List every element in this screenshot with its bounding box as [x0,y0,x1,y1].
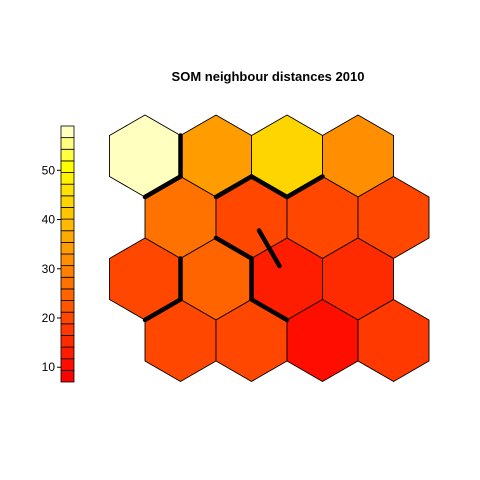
cluster-boundary-line [142,174,183,200]
cluster-boundary-line [249,174,290,200]
cluster-boundary-line [142,297,183,323]
chart-title: SOM neighbour distances 2010 [172,69,365,84]
legend-color-box [60,241,75,255]
legend-color-box [60,311,75,325]
legend-tick-label: 40 [42,213,56,227]
legend-tick-label: 50 [42,163,56,177]
cluster-boundary-line [284,174,325,200]
legend-color-box [60,195,75,208]
legend-color-box [60,323,75,336]
legend-color-box [60,207,75,220]
legend-color-box [60,183,75,197]
legend-color-box [60,346,75,360]
legend-color-box [60,358,75,371]
legend-color-box [60,300,75,313]
color-legend: 10 20 30 40 50 [42,125,75,383]
cluster-boundary-line [213,235,254,261]
legend-color-box [60,276,75,290]
legend-tick-label: 10 [42,360,56,374]
cluster-boundaries [142,133,325,323]
legend-color-box [60,125,75,139]
legend-color-box [60,253,75,267]
legend-color-box [60,369,75,383]
cluster-boundary-line [256,228,282,269]
legend-color-box [60,218,75,232]
legend-color-box [60,172,75,185]
legend-tick-label: 20 [42,311,56,325]
legend-color-box [60,288,75,301]
legend-color-box [60,160,75,173]
legend-color-box [60,137,75,150]
cluster-boundary-line [213,174,254,200]
legend-color-box [60,148,75,162]
legend-color-box [60,335,75,348]
hex-grid [109,114,430,382]
legend-color-box [60,230,75,243]
som-hex-cell [357,298,430,382]
cluster-boundary-line [249,297,290,323]
legend-color-box [60,265,75,278]
legend-tick-label: 30 [42,262,56,276]
